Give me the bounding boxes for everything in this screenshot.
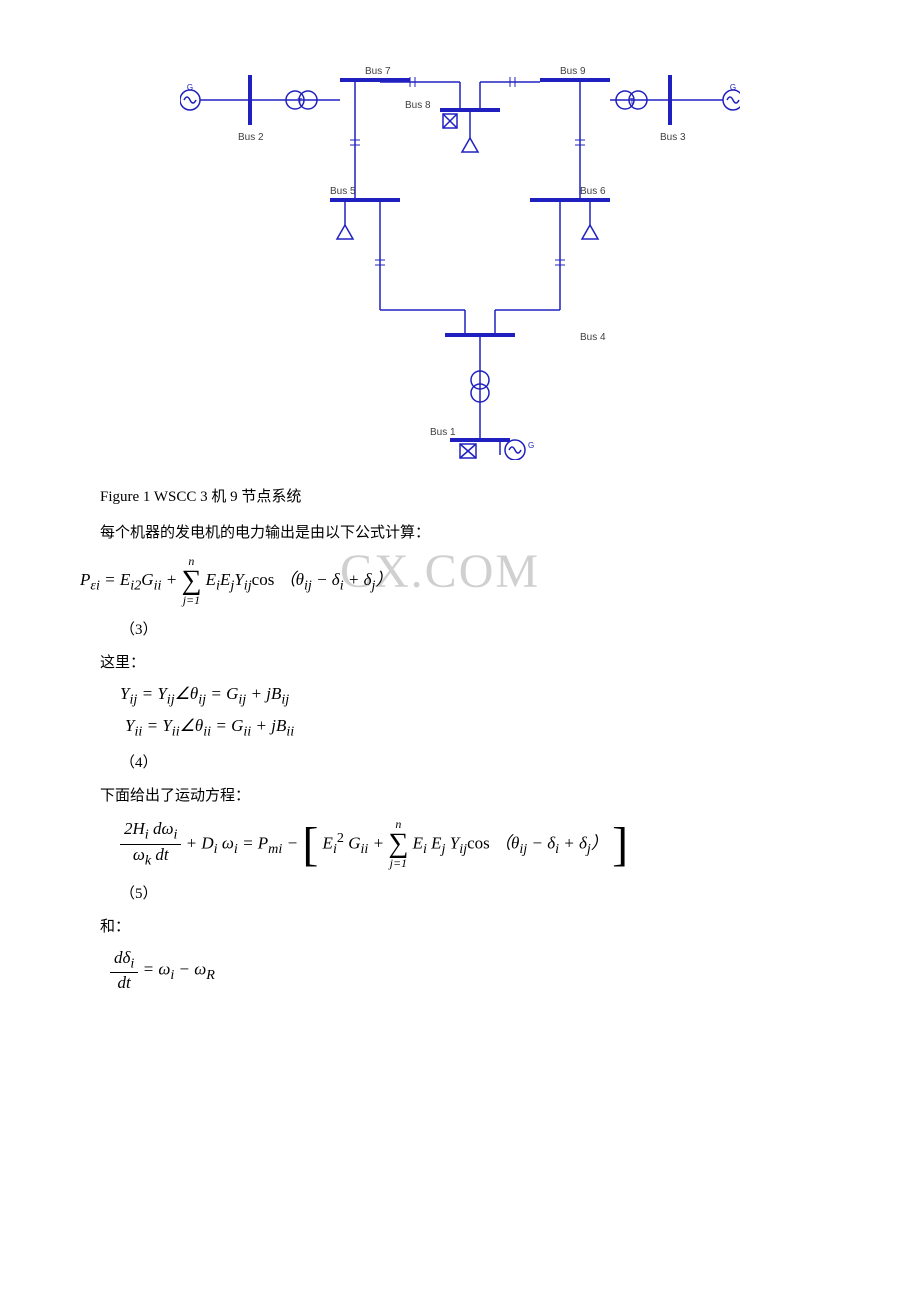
svg-text:Bus 6: Bus 6 [580,186,606,197]
equation-6: dδi dt = ωi − ωR [110,948,860,993]
figure-1: G G G T T Bus 2 Bus 7 Bus 8 Bus 9 Bus [60,60,860,465]
eq5-number: （5） [120,882,860,903]
eq4-number: （4） [120,751,860,772]
here-label: 这里： [100,651,860,672]
and-label: 和： [100,915,860,936]
svg-text:Bus 4: Bus 4 [580,332,606,343]
equation-3: Pεi = Ei2Gii + n ∑ j=1 EiEjYijcos （θij −… [80,554,860,608]
svg-text:Bus 9: Bus 9 [560,66,586,77]
svg-text:G: G [528,441,534,450]
equation-5: 2Hi dωi ωk dt + Di ωi = Pmi − [ Ei2 Gii … [120,817,860,872]
svg-text:Bus 1: Bus 1 [430,427,456,438]
svg-text:Bus 3: Bus 3 [660,132,686,143]
equation-4a: Yij = Yij∠θij = Gij + jBij [120,684,860,708]
wscc-diagram: G G G T T Bus 2 Bus 7 Bus 8 Bus 9 Bus [180,60,740,460]
svg-text:Bus 7: Bus 7 [365,66,391,77]
generators: G G G [180,83,740,460]
svg-text:Bus 8: Bus 8 [405,100,431,111]
svg-text:Bus 5: Bus 5 [330,186,356,197]
svg-text:G: G [187,83,193,92]
svg-text:T: T [298,97,303,106]
eq3-number: （3） [120,618,860,639]
loads [337,138,598,239]
intro-text: 每个机器的发电机的电力输出是由以下公式计算： [100,521,860,542]
svg-text:T: T [630,97,635,106]
bus-labels: Bus 2 Bus 7 Bus 8 Bus 9 Bus 3 Bus 5 Bus … [238,66,686,438]
motion-text: 下面给出了运动方程： [100,784,860,805]
svg-text:G: G [730,83,736,92]
svg-text:Bus 2: Bus 2 [238,132,264,143]
equation-4b: Yii = Yii∠θii = Gii + jBii [125,716,860,740]
figure-caption: Figure 1 WSCC 3 机 9 节点系统 [100,485,860,506]
